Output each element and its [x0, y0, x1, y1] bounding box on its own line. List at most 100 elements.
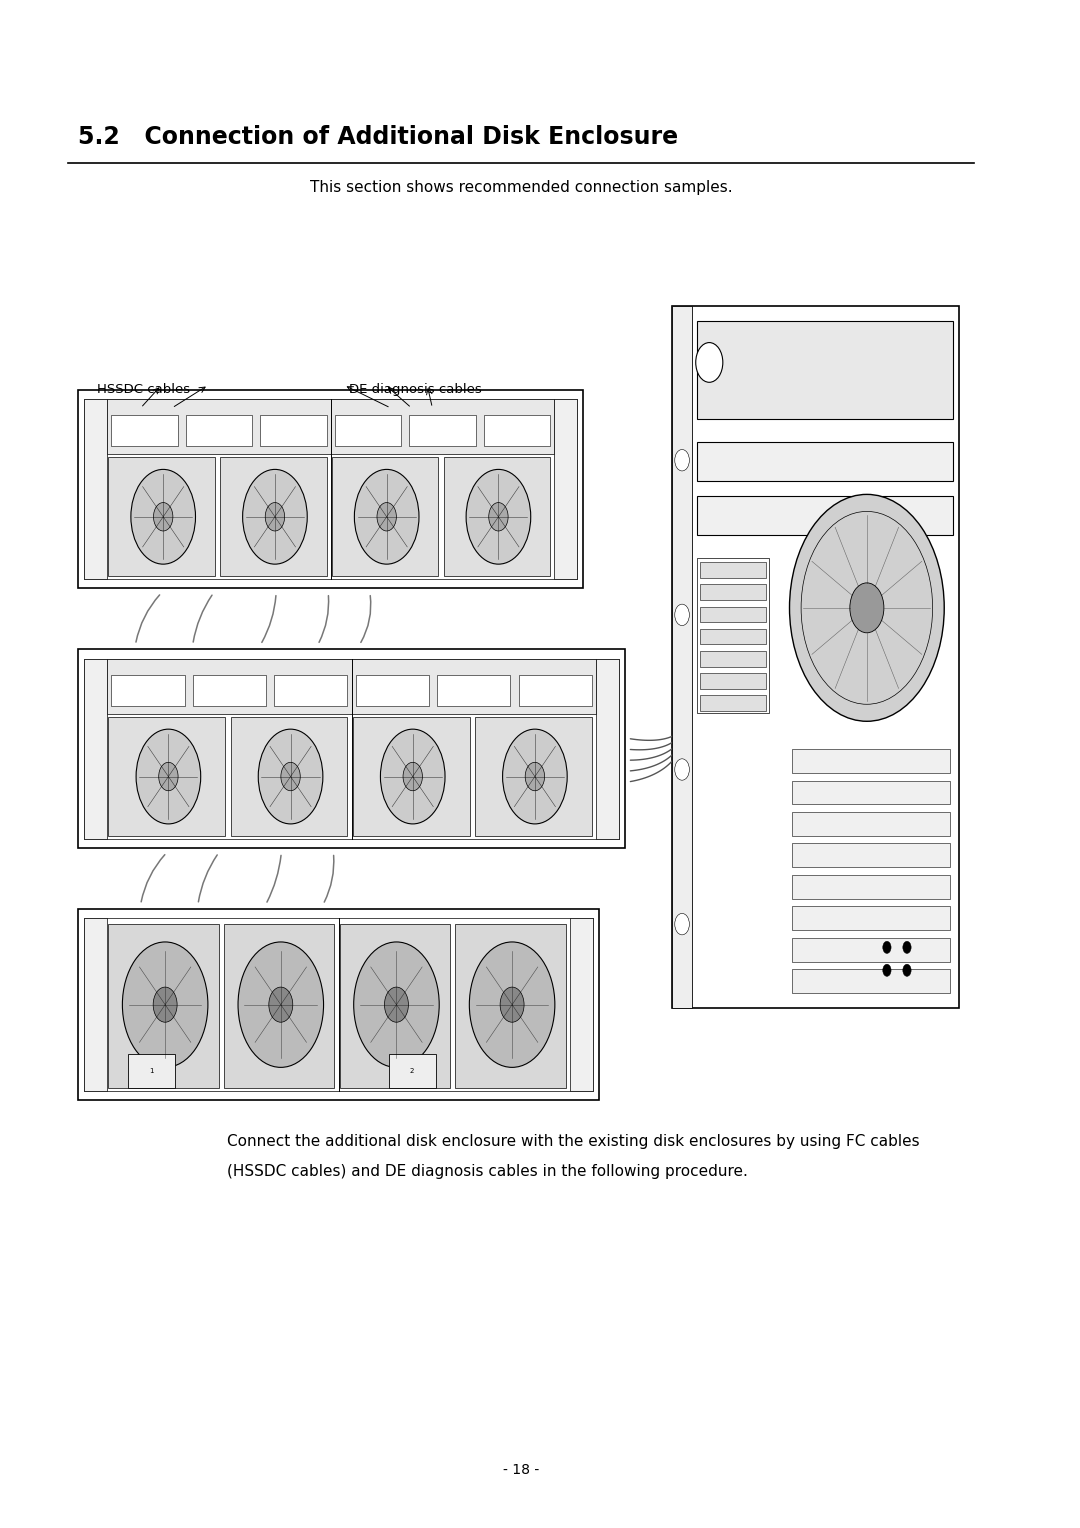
Bar	[672, 306, 692, 1008]
Bar	[793, 969, 950, 993]
Text: 2: 2	[410, 1068, 415, 1074]
Bar	[793, 876, 950, 898]
Bar	[698, 321, 954, 419]
Bar	[230, 717, 348, 836]
Circle shape	[153, 987, 177, 1022]
Circle shape	[122, 941, 208, 1068]
Bar	[220, 457, 326, 576]
Bar	[698, 497, 954, 535]
Bar	[108, 457, 215, 576]
Text: (HSSDC cables) and DE diagnosis cables in the following procedure.: (HSSDC cables) and DE diagnosis cables i…	[227, 1164, 748, 1180]
Bar	[570, 918, 593, 1091]
Circle shape	[354, 469, 419, 564]
Circle shape	[258, 729, 323, 824]
Bar	[484, 416, 550, 446]
Circle shape	[675, 759, 689, 781]
Bar	[596, 659, 619, 839]
Bar	[340, 924, 450, 1088]
Bar	[701, 562, 766, 578]
Bar	[224, 924, 335, 1088]
Bar	[107, 399, 554, 454]
Bar	[437, 675, 511, 706]
Bar	[701, 630, 766, 645]
Bar	[84, 399, 577, 579]
Text: HSSDC cables: HSSDC cables	[97, 384, 190, 396]
Circle shape	[675, 449, 689, 471]
Bar	[698, 442, 954, 481]
Text: - 18 -: - 18 -	[503, 1462, 539, 1478]
Bar	[129, 1054, 175, 1088]
Bar	[274, 675, 348, 706]
Circle shape	[269, 987, 293, 1022]
Bar	[701, 584, 766, 601]
Circle shape	[153, 503, 173, 532]
Circle shape	[489, 503, 508, 532]
Circle shape	[131, 469, 195, 564]
Circle shape	[903, 964, 912, 976]
Bar	[84, 399, 107, 579]
Text: 1: 1	[149, 1068, 153, 1074]
Circle shape	[384, 987, 408, 1022]
Bar	[456, 924, 566, 1088]
Bar	[793, 906, 950, 931]
Bar	[389, 1054, 435, 1088]
Bar	[107, 659, 596, 714]
Circle shape	[502, 729, 567, 824]
Bar	[701, 607, 766, 622]
Circle shape	[243, 469, 307, 564]
Bar	[353, 717, 470, 836]
Circle shape	[467, 469, 530, 564]
Circle shape	[850, 582, 883, 633]
Circle shape	[675, 914, 689, 935]
Bar	[698, 558, 769, 714]
Circle shape	[159, 762, 178, 792]
Circle shape	[353, 941, 440, 1068]
Circle shape	[403, 762, 422, 792]
Circle shape	[882, 964, 891, 976]
Circle shape	[238, 941, 324, 1068]
Bar	[108, 717, 226, 836]
Bar	[335, 416, 401, 446]
Circle shape	[903, 941, 912, 953]
Bar	[793, 938, 950, 961]
Bar	[193, 675, 266, 706]
Circle shape	[136, 729, 201, 824]
Text: DE diagnosis cables: DE diagnosis cables	[349, 384, 482, 396]
Circle shape	[281, 762, 300, 792]
Bar	[475, 717, 592, 836]
Bar	[793, 843, 950, 868]
Bar	[793, 749, 950, 773]
Bar	[444, 457, 550, 576]
Circle shape	[525, 762, 544, 792]
Bar	[355, 675, 429, 706]
Text: This section shows recommended connection samples.: This section shows recommended connectio…	[310, 180, 732, 196]
Bar	[84, 918, 593, 1091]
Circle shape	[266, 503, 285, 532]
Bar	[108, 924, 219, 1088]
Bar	[78, 909, 599, 1100]
Bar	[84, 918, 107, 1091]
Bar	[78, 649, 625, 848]
Bar	[332, 457, 438, 576]
Bar	[554, 399, 577, 579]
Bar	[84, 659, 619, 839]
Text: Connect the additional disk enclosure with the existing disk enclosures by using: Connect the additional disk enclosure wi…	[227, 1134, 920, 1149]
Bar	[701, 651, 766, 666]
Bar	[111, 416, 177, 446]
Bar	[84, 659, 107, 839]
Circle shape	[377, 503, 396, 532]
Circle shape	[380, 729, 445, 824]
Bar	[793, 811, 950, 836]
Circle shape	[696, 342, 723, 382]
Bar	[672, 306, 959, 1008]
Text: 5.2   Connection of Additional Disk Enclosure: 5.2 Connection of Additional Disk Enclos…	[78, 125, 678, 150]
Bar	[793, 781, 950, 804]
Bar	[186, 416, 252, 446]
Circle shape	[500, 987, 524, 1022]
Circle shape	[675, 604, 689, 625]
Bar	[409, 416, 475, 446]
Circle shape	[470, 941, 555, 1068]
Bar	[701, 695, 766, 711]
Bar	[518, 675, 592, 706]
Bar	[260, 416, 326, 446]
